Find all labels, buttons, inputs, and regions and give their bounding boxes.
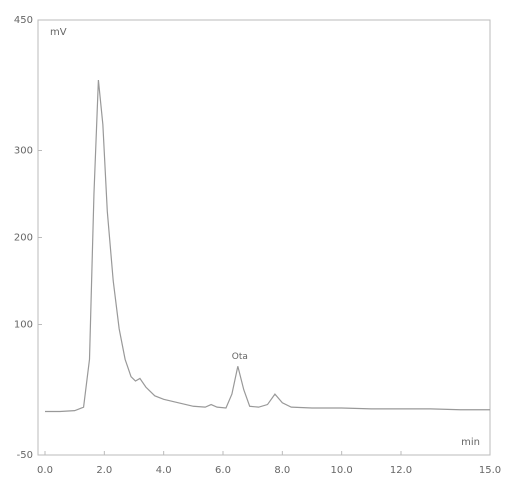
chromatogram-line	[45, 79, 490, 413]
plot-frame	[37, 19, 491, 456]
y-tick-label: 100	[14, 320, 33, 331]
y-tick-label: 300	[14, 146, 33, 157]
x-tick-label: 15.0	[479, 465, 501, 476]
y-tick-label: 200	[14, 233, 33, 244]
y-axis-label: mV	[50, 27, 67, 38]
x-tick-label: 12.0	[390, 465, 412, 476]
y-tick-label: -50	[17, 450, 33, 461]
x-tick-label: 10.0	[331, 465, 353, 476]
x-tick-label: 4.0	[156, 465, 172, 476]
peak-annotation: Ota	[232, 352, 248, 362]
x-axis-label: min	[461, 437, 480, 448]
x-tick-label: 6.0	[215, 465, 231, 476]
y-tick-label: 450	[14, 15, 33, 26]
x-tick-label: 0.0	[37, 465, 53, 476]
x-tick-label: 8.0	[274, 465, 290, 476]
x-tick-label: 2.0	[96, 465, 112, 476]
